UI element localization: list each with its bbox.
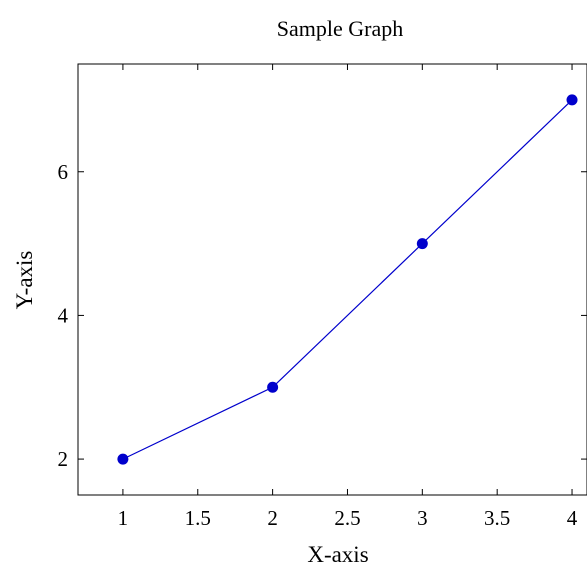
x-tick-label: 2 (267, 506, 278, 530)
data-point (117, 453, 129, 465)
x-tick-label: 1.5 (185, 506, 211, 530)
x-tick-label: 2.5 (334, 506, 360, 530)
y-tick-label: 2 (58, 447, 69, 471)
x-tick-label: 4 (567, 506, 578, 530)
data-point (566, 94, 578, 106)
data-series (117, 94, 578, 465)
x-tick-label: 3 (417, 506, 428, 530)
y-axis-label: Y-axis (12, 251, 37, 310)
x-axis-label: X-axis (307, 542, 368, 567)
x-tick-label: 1 (118, 506, 129, 530)
axis-ticks (78, 64, 587, 495)
x-tick-label: 3.5 (484, 506, 510, 530)
tick-labels: 1 1.5 2 2.5 3 3.5 4 2 4 6 (58, 160, 578, 530)
y-tick-label: 6 (58, 160, 69, 184)
chart-title: Sample Graph (277, 16, 403, 41)
data-point (416, 238, 428, 250)
y-tick-label: 4 (58, 303, 69, 327)
data-point (267, 381, 279, 393)
plot-frame (77, 63, 587, 496)
series-line (122, 99, 573, 460)
